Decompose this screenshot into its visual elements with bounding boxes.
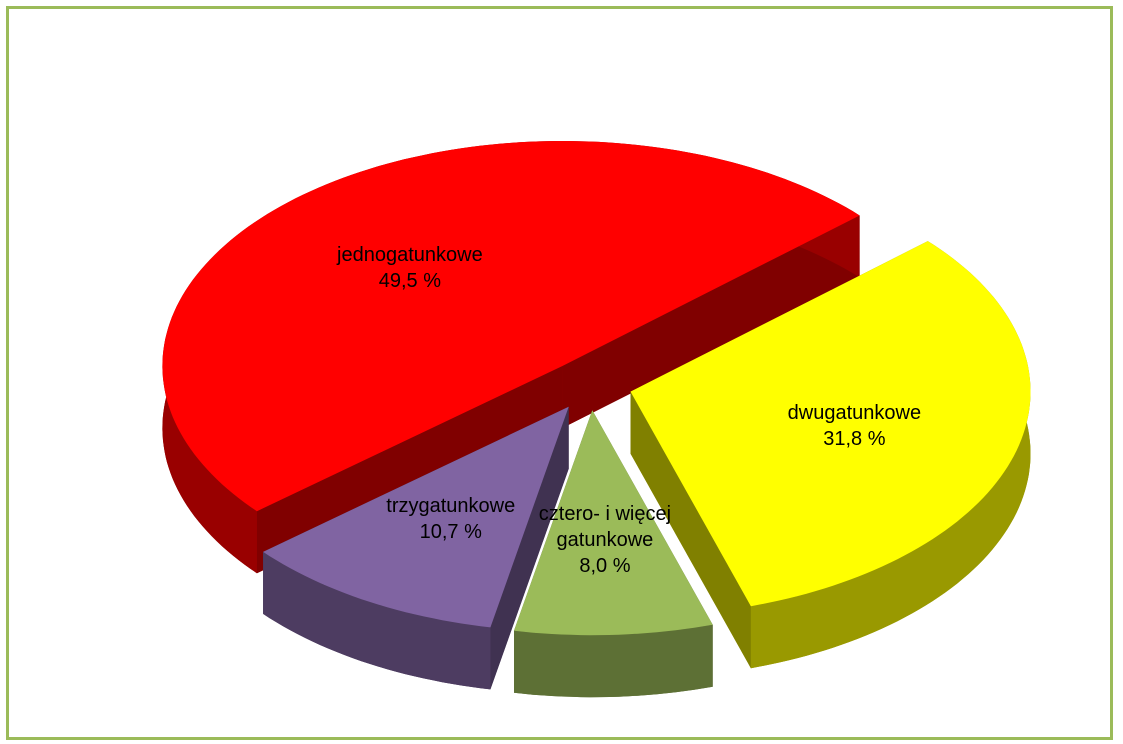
slice-rim [514, 624, 713, 698]
category-label: cztero- i więcej gatunkowe [538, 503, 672, 552]
slice [630, 241, 1031, 607]
data-label: cztero- i więcej gatunkowe 8,0 % [510, 501, 700, 579]
slice [263, 406, 569, 628]
value-label: 31,8 % [823, 427, 886, 450]
slice [162, 141, 860, 512]
data-label: dwugatunkowe 31,8 % [759, 400, 949, 452]
slice-wall [630, 391, 751, 669]
slice-wall [562, 215, 860, 428]
value-label: 10,7 % [419, 521, 482, 544]
slice-rim [750, 241, 1031, 669]
data-label: trzygatunkowe 10,7 % [356, 493, 546, 545]
data-label: jednogatunkowe 49,5 % [315, 242, 505, 294]
category-label: trzygatunkowe [386, 495, 516, 518]
chart-frame [6, 6, 1113, 740]
category-label: jednogatunkowe [337, 243, 483, 266]
value-label: 49,5 % [378, 269, 441, 292]
value-label: 8,0 % [579, 555, 631, 578]
slice-rim [263, 551, 491, 690]
category-label: dwugatunkowe [787, 401, 922, 424]
slice [514, 410, 713, 636]
